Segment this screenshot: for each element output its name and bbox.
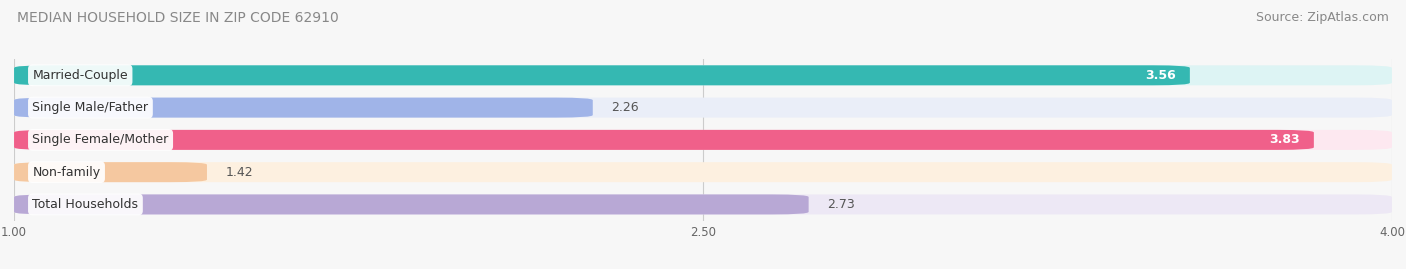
Text: Single Female/Mother: Single Female/Mother (32, 133, 169, 146)
FancyBboxPatch shape (14, 98, 1392, 118)
FancyBboxPatch shape (14, 98, 593, 118)
Text: 2.26: 2.26 (612, 101, 638, 114)
Text: MEDIAN HOUSEHOLD SIZE IN ZIP CODE 62910: MEDIAN HOUSEHOLD SIZE IN ZIP CODE 62910 (17, 11, 339, 25)
Text: 2.73: 2.73 (827, 198, 855, 211)
FancyBboxPatch shape (14, 194, 808, 214)
FancyBboxPatch shape (14, 162, 1392, 182)
FancyBboxPatch shape (14, 130, 1313, 150)
Text: Total Households: Total Households (32, 198, 138, 211)
Text: Single Male/Father: Single Male/Father (32, 101, 149, 114)
FancyBboxPatch shape (14, 65, 1189, 85)
Text: 3.56: 3.56 (1146, 69, 1175, 82)
Text: Non-family: Non-family (32, 166, 101, 179)
FancyBboxPatch shape (14, 65, 1392, 85)
FancyBboxPatch shape (14, 130, 1392, 150)
Text: 1.42: 1.42 (225, 166, 253, 179)
Text: Source: ZipAtlas.com: Source: ZipAtlas.com (1256, 11, 1389, 24)
FancyBboxPatch shape (14, 162, 207, 182)
FancyBboxPatch shape (14, 194, 1392, 214)
Text: Married-Couple: Married-Couple (32, 69, 128, 82)
Text: 3.83: 3.83 (1270, 133, 1301, 146)
